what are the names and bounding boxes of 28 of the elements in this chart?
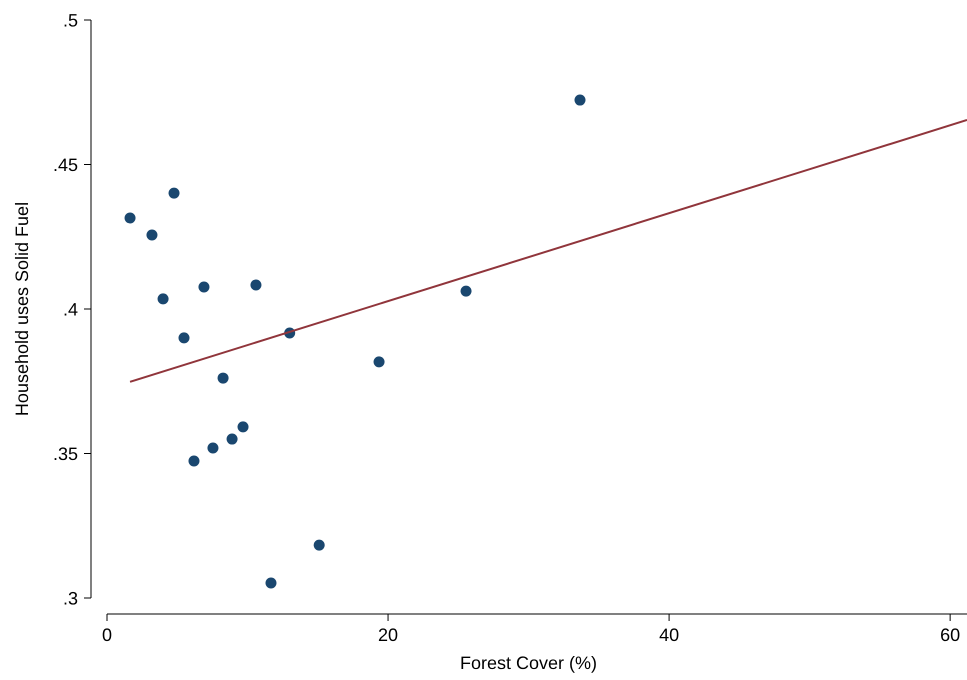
y-tick-label: .35	[52, 444, 78, 464]
point	[146, 230, 158, 241]
point	[238, 421, 249, 432]
y-axis-title: Household uses Solid Fuel	[12, 202, 32, 416]
x-tick-label: 60	[940, 625, 960, 645]
point	[460, 286, 472, 297]
y-tick-label: .3	[62, 588, 78, 608]
x-axis-title: Forest Cover (%)	[460, 653, 598, 673]
point	[198, 282, 210, 293]
x-tick-label: 0	[102, 625, 112, 645]
point	[226, 434, 238, 445]
y-tick-label: .4	[62, 299, 78, 320]
point	[188, 456, 200, 467]
point	[178, 332, 190, 344]
point	[168, 188, 180, 199]
point	[207, 442, 218, 454]
point	[574, 94, 586, 106]
point	[158, 293, 169, 304]
point	[218, 372, 229, 384]
y-tick-label: .5	[62, 10, 78, 30]
point	[314, 540, 325, 551]
point	[124, 212, 136, 224]
x-tick-label: 20	[378, 625, 398, 645]
point	[374, 356, 385, 368]
point	[250, 280, 262, 291]
x-tick-label: 40	[659, 625, 680, 645]
y-tick-label: .45	[52, 154, 78, 175]
point	[265, 577, 276, 588]
